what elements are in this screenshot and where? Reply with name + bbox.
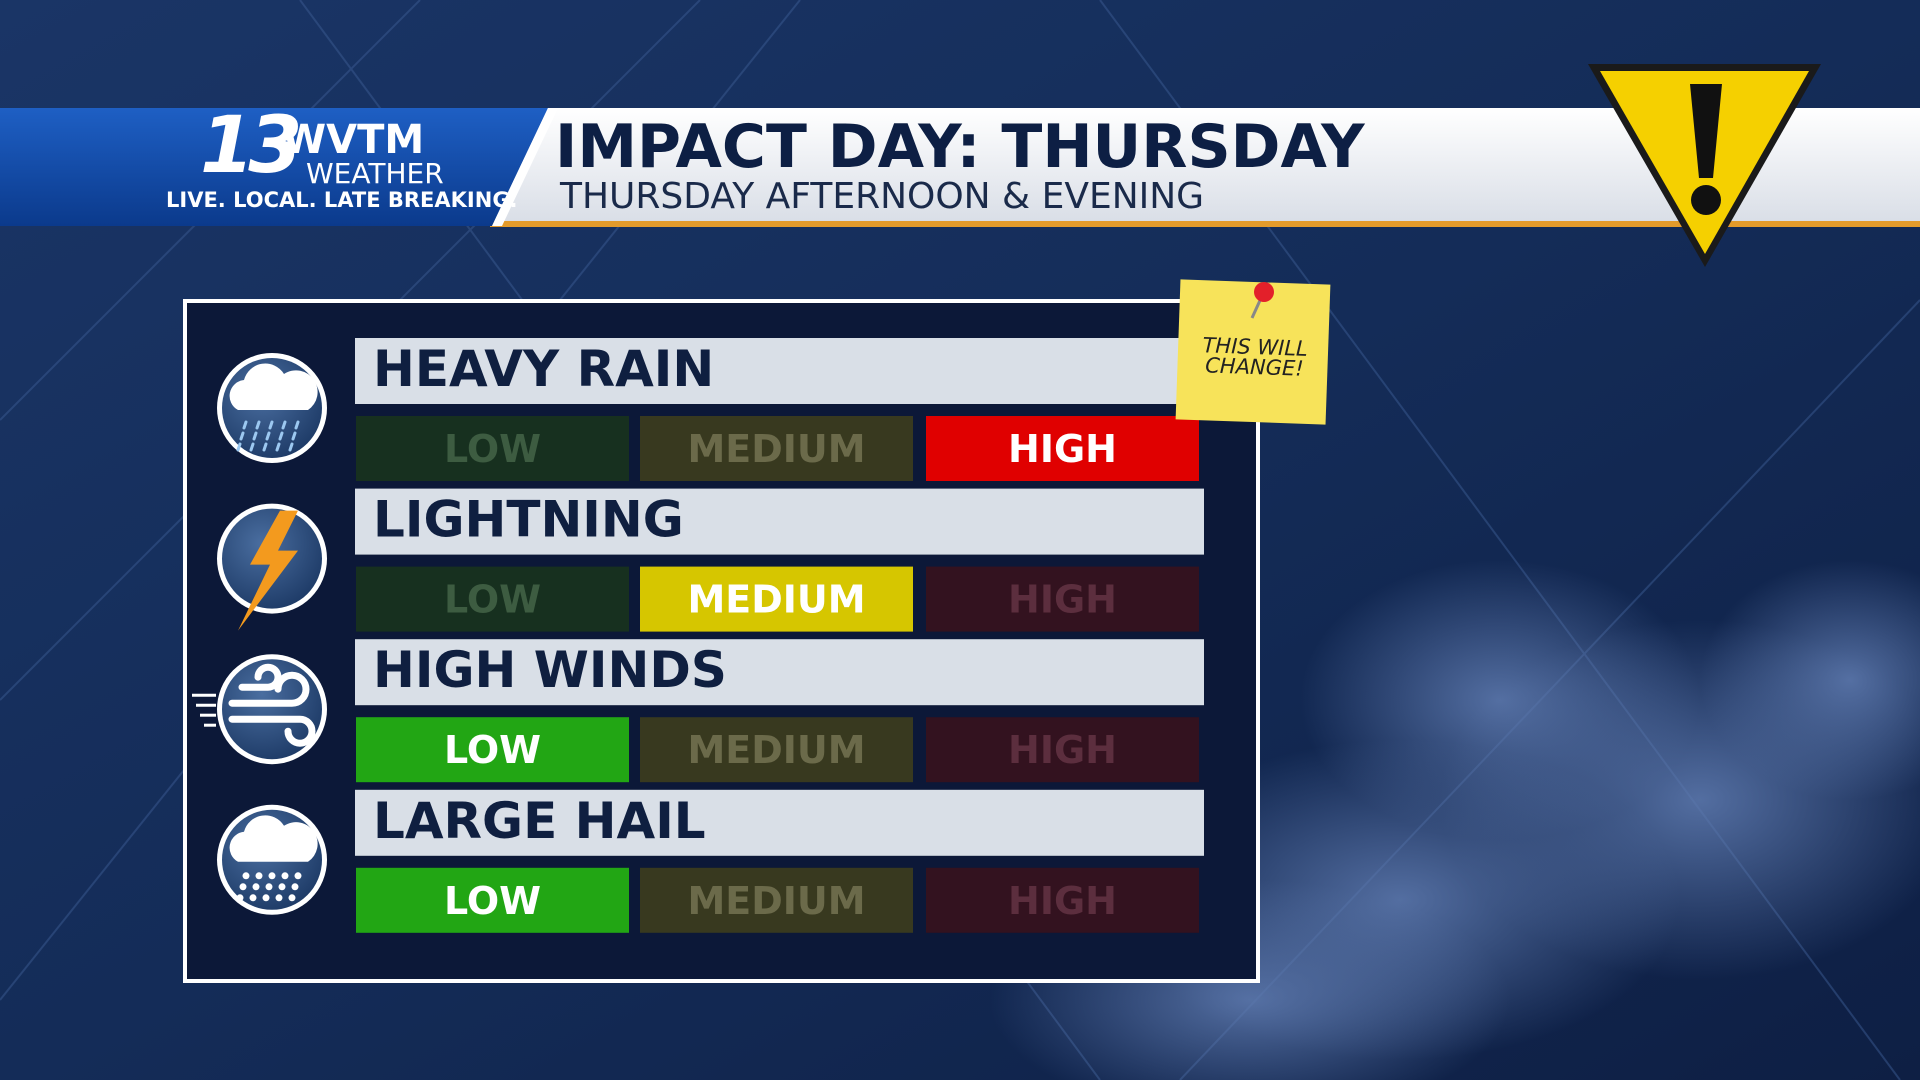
warning-dot xyxy=(1691,185,1721,215)
level-box xyxy=(640,717,913,783)
level-label: LOW xyxy=(444,578,541,622)
icon-drop xyxy=(242,420,248,430)
subtitle: THURSDAY AFTERNOON & EVENING xyxy=(559,176,1204,217)
level-box xyxy=(640,867,913,933)
icon-bolt xyxy=(238,510,298,631)
icon-drop xyxy=(288,442,294,452)
icon-drop xyxy=(239,431,245,441)
icon-cloud xyxy=(229,815,318,862)
icon-drop xyxy=(294,420,300,430)
icon-drop xyxy=(265,431,271,441)
level-box xyxy=(926,717,1199,783)
icon-drop xyxy=(236,442,242,452)
warning-mark xyxy=(1690,84,1722,178)
hazard-row: LARGE HAIL LOW MEDIUM HIGH xyxy=(217,789,1204,933)
icon-hail xyxy=(236,894,244,902)
level-box-active xyxy=(640,566,913,632)
hazard-name-bar xyxy=(355,488,1204,555)
level-label: MEDIUM xyxy=(687,578,865,622)
logo-tagline: LIVE. LOCAL. LATE BREAKING. xyxy=(166,188,518,212)
icon-cloud xyxy=(229,363,318,410)
level-label: HIGH xyxy=(1008,427,1117,471)
icon-hail xyxy=(268,872,276,880)
level-label: HIGH xyxy=(1008,879,1117,923)
icon-hail xyxy=(288,894,296,902)
level-label: LOW xyxy=(444,728,541,772)
icon-drop xyxy=(278,431,284,441)
level-box-active xyxy=(356,717,629,783)
hazard-row: HEAVY RAIN LOW MEDIUM HIGH xyxy=(217,338,1204,481)
level-box xyxy=(356,416,629,481)
logo-divider xyxy=(492,108,558,226)
note-line: THIS WILL xyxy=(1202,333,1308,361)
icon-hail xyxy=(242,872,250,880)
hazard-name: LARGE HAIL xyxy=(373,792,706,850)
icon-hail xyxy=(239,883,247,891)
icon-hail xyxy=(294,872,302,880)
hazard-name-bar xyxy=(355,639,1204,706)
level-box xyxy=(926,566,1199,632)
icon-hail xyxy=(281,872,289,880)
note-line: CHANGE! xyxy=(1205,353,1304,380)
level-box xyxy=(640,416,913,481)
level-box xyxy=(356,566,629,632)
level-label: MEDIUM xyxy=(687,427,865,471)
icon-hail xyxy=(252,883,260,891)
hazard-name: LIGHTNING xyxy=(373,491,684,549)
logo-band xyxy=(0,108,548,226)
level-box-active xyxy=(926,416,1199,481)
icon-hail xyxy=(255,872,263,880)
logo-number: 13 xyxy=(200,101,298,191)
hazard-name: HEAVY RAIN xyxy=(373,340,714,398)
level-label: MEDIUM xyxy=(687,879,865,923)
icon-drop xyxy=(268,420,274,430)
sticky-note: THIS WILL CHANGE! xyxy=(1175,279,1331,425)
level-label: HIGH xyxy=(1008,728,1117,772)
banner-stripe xyxy=(490,221,1920,227)
hazard-name-bar xyxy=(355,338,1204,404)
icon-hail xyxy=(278,883,286,891)
icon-drop xyxy=(281,420,287,430)
icon-drop xyxy=(275,442,281,452)
note-paper xyxy=(1175,279,1331,425)
icon-wind xyxy=(228,663,316,747)
pin-head xyxy=(1254,282,1274,302)
title: IMPACT DAY: THURSDAY xyxy=(555,112,1366,182)
level-box-active xyxy=(356,867,629,933)
hazard-row: LIGHTNING LOW MEDIUM HIGH xyxy=(217,488,1204,632)
level-box xyxy=(926,867,1199,933)
level-label: LOW xyxy=(444,427,541,471)
icon-drop xyxy=(249,442,255,452)
hazard-rows: HEAVY RAIN LOW MEDIUM HIGH LIGHTNING LOW MEDIU… xyxy=(192,338,1204,933)
icon-hail xyxy=(249,894,257,902)
icon-drop xyxy=(291,431,297,441)
level-label: HIGH xyxy=(1008,578,1117,622)
icon-hail xyxy=(275,894,283,902)
icon-drop xyxy=(255,420,261,430)
hazard-row: HIGH WINDS LOW MEDIUM HIGH xyxy=(192,639,1204,783)
icon-hail xyxy=(291,883,299,891)
logo-call-sign: WVTM xyxy=(282,117,424,163)
hazard-name: HIGH WINDS xyxy=(373,641,727,699)
icon-hail xyxy=(265,883,273,891)
hazard-name-bar xyxy=(355,789,1204,856)
logo-brand: WEATHER xyxy=(306,157,444,190)
icon-hail xyxy=(262,894,270,902)
icon-drop xyxy=(252,431,258,441)
level-label: MEDIUM xyxy=(687,728,865,772)
level-label: LOW xyxy=(444,879,541,923)
icon-drop xyxy=(262,442,268,452)
